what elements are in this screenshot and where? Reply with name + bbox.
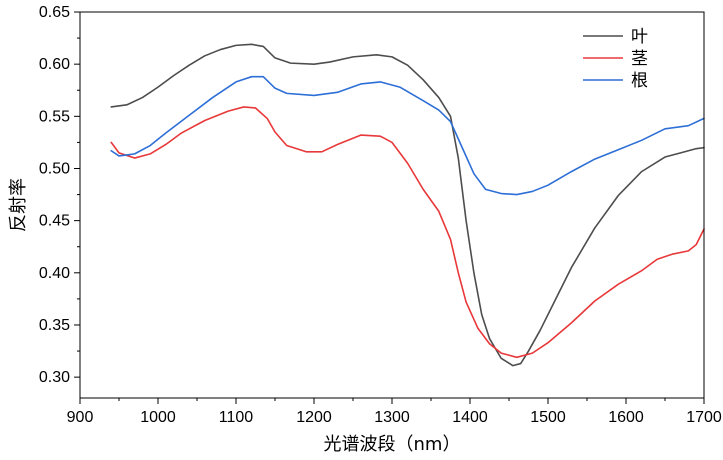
legend-label: 根 [631, 71, 648, 91]
y-tick-label: 0.60 [39, 56, 70, 73]
series-line-1 [110, 106, 705, 359]
x-axis-title: 光谱波段（nm） [324, 434, 461, 455]
y-tick-label: 0.55 [39, 108, 70, 125]
legend: 叶茎根 [583, 27, 648, 91]
series-layer [110, 43, 705, 367]
series-line-0 [110, 43, 705, 367]
y-tick-label: 0.30 [39, 369, 70, 386]
x-tick-label: 1400 [452, 409, 488, 426]
series-line-2 [110, 75, 705, 196]
x-tick-label: 900 [67, 409, 94, 426]
x-tick-label: 1300 [374, 409, 410, 426]
y-tick-label: 0.65 [39, 4, 70, 21]
x-tick-label: 1600 [608, 409, 644, 426]
y-tick-label: 0.35 [39, 317, 70, 334]
x-tick-label: 1200 [296, 409, 332, 426]
x-tick-label: 1700 [686, 409, 722, 426]
y-tick-label: 0.50 [39, 160, 70, 177]
x-tick-label: 1100 [219, 409, 254, 426]
x-tick-label: 1000 [140, 409, 176, 426]
y-tick-label: 0.40 [39, 265, 70, 282]
plot-area [80, 12, 704, 398]
legend-label: 茎 [631, 49, 648, 69]
x-tick-label: 1500 [530, 409, 566, 426]
axes-layer: 900 1000 1100 1200 1300 1400 1500 1600 1700 0.30 0… [39, 4, 722, 426]
legend-label: 叶 [631, 27, 648, 47]
y-tick-label: 0.45 [39, 213, 70, 230]
y-axis-title: 反射率 [8, 178, 29, 232]
